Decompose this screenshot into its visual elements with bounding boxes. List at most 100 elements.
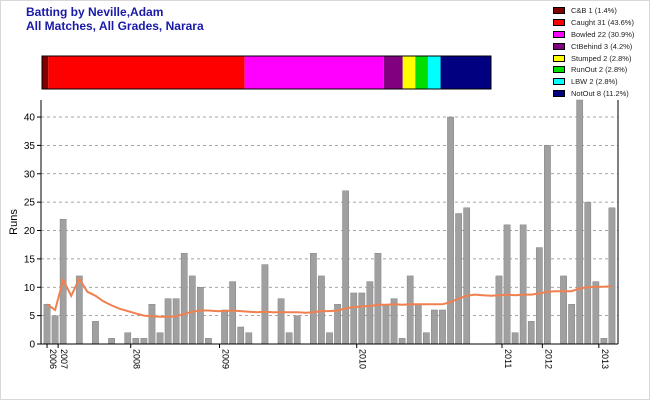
x-tick-label: 2006 [48,349,58,369]
dismissal-segment [383,56,403,89]
bar [245,332,253,345]
y-tick-label: 10 [24,283,36,294]
bar [221,309,228,345]
bar [366,281,374,345]
bar [140,338,148,345]
dismissal-strip-border [41,55,492,90]
legend-swatch [553,42,565,50]
y-tick-label: 25 [24,198,36,209]
bar [310,253,317,345]
bar [592,281,600,345]
bar [414,304,422,345]
x-tick-label: 2008 [132,349,142,369]
bar [43,304,51,345]
x-tick-label: 2007 [59,349,69,369]
bar [382,304,390,345]
bar [447,116,454,345]
dismissal-segment [402,56,416,89]
bar [164,298,172,345]
dismissal-segment [440,56,491,89]
bar [180,253,188,345]
bar [172,298,180,345]
x-tick-label: 2011 [503,349,513,368]
x-tick-label: 2009 [221,349,231,369]
y-tick-label: 0 [29,340,35,351]
x-tick-label: 2013 [600,349,610,369]
y-tick-label: 20 [24,226,36,237]
legend-item: NotOut 8 (11.2%) [553,88,634,100]
bar [318,275,325,345]
bar [560,275,567,345]
dismissal-segment [427,56,441,89]
legend-item: LBW 2 (2.8%) [553,76,634,88]
legend-item: Stumped 2 (2.8%) [553,52,634,64]
y-tick-label: 30 [24,169,36,180]
legend-swatch [553,78,565,86]
legend-swatch [553,7,565,15]
dismissal-segment [42,56,49,89]
bar [463,207,471,345]
bar [326,332,333,345]
bar [261,264,269,345]
legend-swatch [553,89,565,97]
bar [519,224,527,345]
chart-subtitle: All Matches, All Grades, Narara [26,19,204,33]
bar [576,99,584,345]
y-tick-label: 5 [29,311,35,322]
bar [406,275,414,345]
bar [608,207,616,345]
bar [422,332,430,345]
average-line [46,276,613,318]
legend-swatch [553,30,565,38]
bar [455,213,462,345]
bar [108,338,115,345]
bar [188,275,196,345]
bar [285,332,293,345]
legend-label: NotOut 8 (11.2%) [571,88,629,98]
bar [568,304,575,345]
legend-label: Bowled 22 (30.9%) [571,29,635,39]
legend-swatch [553,66,565,74]
dismissal-segment [48,56,245,89]
legend-item: CtBehind 3 (4.2%) [553,40,634,52]
bar [293,315,301,345]
chart-title: Batting by Neville,Adam [26,5,164,19]
legend-swatch [553,54,565,62]
bar [398,338,406,345]
bar [503,224,511,345]
bar [374,253,382,345]
bar [156,332,164,345]
bar [527,321,535,345]
bar [92,321,99,345]
bar [277,298,285,345]
legend-item: RunOut 2 (2.8%) [553,64,634,76]
legend-item: C&B 1 (1.4%) [553,5,634,17]
bar [237,326,245,345]
y-tick-label: 40 [24,113,36,124]
legend-label: LBW 2 (2.8%) [571,77,618,87]
bar [495,275,503,345]
legend-label: RunOut 2 (2.8%) [571,65,628,75]
legend-label: Stumped 2 (2.8%) [571,53,632,63]
y-tick-label: 15 [24,254,36,265]
bar [75,275,83,345]
bar [229,281,237,345]
y-tick-label: 35 [24,141,36,152]
legend: C&B 1 (1.4%) Caught 31 (43.6%) Bowled 22 (… [553,5,634,99]
bar [197,287,204,345]
bar [51,315,59,345]
bar [205,338,212,345]
x-tick-label: 2012 [543,349,553,369]
bar [439,309,446,345]
x-tick-label: 2010 [358,349,368,369]
legend-label: CtBehind 3 (4.2%) [571,41,633,51]
bar [124,332,132,345]
bar [431,309,438,345]
dismissal-segment [244,56,384,89]
bar [148,304,156,345]
legend-label: C&B 1 (1.4%) [571,6,617,16]
bar [544,145,551,345]
bar [600,338,608,345]
bar [584,201,592,345]
